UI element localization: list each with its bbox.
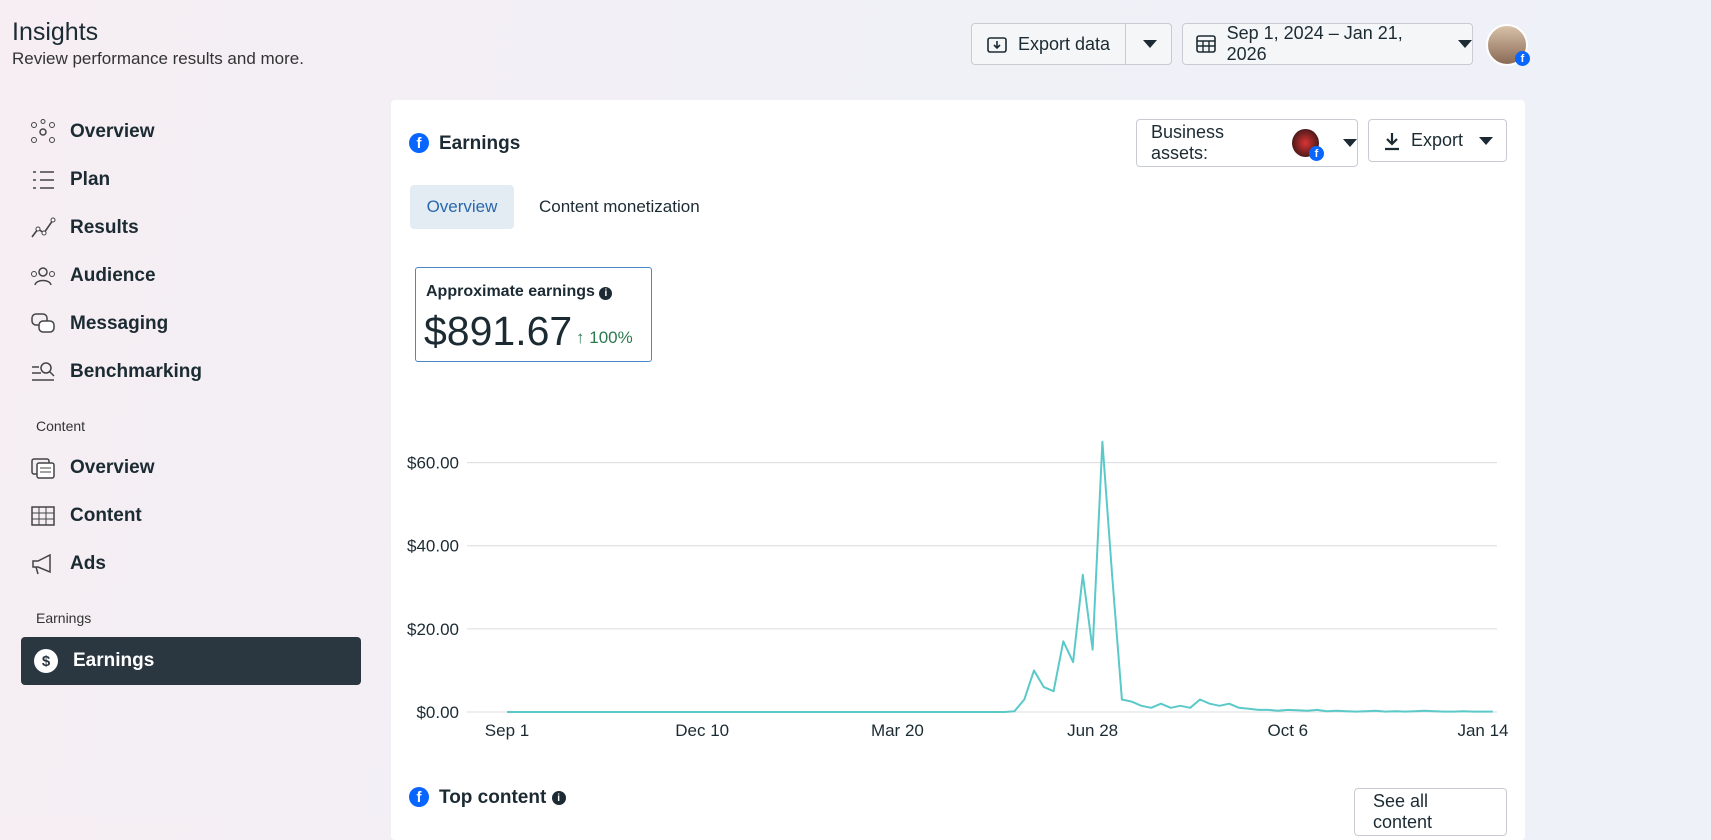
nav-label: Earnings — [73, 650, 155, 671]
section-label: Earnings — [36, 610, 92, 626]
page-title: Insights — [12, 18, 99, 46]
nav-icon — [32, 362, 55, 381]
nav-icon — [31, 458, 55, 479]
nav-item[interactable]: Content — [30, 492, 142, 540]
nav-label: Content — [70, 505, 142, 526]
nav-label: Plan — [70, 169, 111, 190]
nav-icon — [31, 313, 55, 333]
tab-active[interactable]: Overview — [410, 185, 514, 229]
x-tick-label: Sep 1 — [485, 721, 529, 740]
date-range-label: Sep 1, 2024 – Jan 21, 2026 — [1226, 23, 1403, 64]
metric-box[interactable]: Approximate earnings i $891.67 ↑ 100% — [415, 267, 652, 362]
nav-item[interactable]: Audience — [30, 252, 156, 300]
chart: $0.00 $20.00 $40.00 $60.00 Sep 1 Dec 10 Mar 20… — [407, 440, 1509, 740]
y-tick-label: $60.00 — [407, 454, 459, 473]
nav-label: Overview — [70, 457, 155, 478]
nav-label: Audience — [70, 265, 156, 286]
nav-item[interactable]: Overview — [30, 108, 155, 156]
metric-label: Approximate earnings i — [426, 283, 613, 301]
nav-item[interactable]: Benchmarking — [30, 348, 202, 396]
business-assets-button[interactable]: Business assets: f — [1136, 119, 1358, 167]
svg-text:$: $ — [42, 653, 51, 670]
nav-icon — [33, 171, 54, 189]
export-data-label: Export data — [1018, 33, 1111, 54]
x-tick-label: Dec 10 — [675, 721, 729, 740]
nav-label: Benchmarking — [70, 361, 202, 382]
nav-item[interactable]: Ads — [30, 540, 106, 588]
x-tick-label: Jan 14 — [1457, 721, 1508, 740]
export-icon — [987, 37, 1007, 53]
nav-item-active[interactable]: $ Earnings — [21, 637, 361, 685]
nav-icon — [31, 267, 55, 286]
nav-label: Ads — [70, 553, 106, 574]
date-range-button[interactable]: Sep 1, 2024 – Jan 21, 2026 — [1182, 23, 1473, 65]
nav-item[interactable]: Plan — [30, 156, 110, 204]
nav-item[interactable]: Messaging — [30, 300, 168, 348]
export-button[interactable]: Export — [1368, 119, 1507, 162]
nav-icon — [31, 119, 55, 143]
metric-label-text: Approximate earnings — [426, 283, 595, 300]
export-data-button[interactable]: Export data — [971, 23, 1172, 65]
metric-change-text: 100% — [589, 328, 633, 347]
x-tick-label: Mar 20 — [871, 721, 924, 740]
top-content-title: Top content i — [439, 787, 566, 809]
earnings-card: f Earnings Business assets: f Export Ove… — [391, 100, 1525, 840]
earnings-line — [507, 440, 1493, 713]
nav-item[interactable]: Overview — [30, 444, 155, 492]
tab[interactable]: Content monetization — [539, 197, 700, 216]
avatar[interactable]: f — [1486, 24, 1530, 66]
nav-icon — [31, 506, 55, 526]
download-icon — [1385, 132, 1399, 150]
nav-item[interactable]: Results — [30, 204, 139, 252]
calendar-icon — [1196, 35, 1216, 53]
export-label: Export — [1411, 130, 1464, 150]
nav-label: Results — [70, 217, 139, 238]
y-tick-label: $40.00 — [407, 537, 459, 556]
nav-label: Messaging — [70, 313, 169, 334]
nav-icon — [32, 553, 51, 575]
y-tick-label: $20.00 — [407, 620, 459, 639]
metric-change: ↑ 100% — [576, 328, 633, 347]
page-subtitle: Review performance results and more. — [12, 49, 304, 68]
y-tick-label: $0.00 — [416, 703, 459, 722]
business-assets-label: Business assets: — [1151, 122, 1225, 163]
x-tick-label: Jun 28 — [1067, 721, 1118, 740]
nav-label: Overview — [70, 121, 155, 142]
top-content-title-text: Top content — [439, 787, 547, 808]
card-title: Earnings — [439, 133, 521, 154]
section-label: Content — [36, 418, 86, 434]
nav-icon — [31, 217, 56, 238]
metric-value: $891.67 — [424, 308, 573, 354]
x-tick-label: Oct 6 — [1267, 721, 1308, 740]
nav-icon: $ — [34, 649, 58, 673]
